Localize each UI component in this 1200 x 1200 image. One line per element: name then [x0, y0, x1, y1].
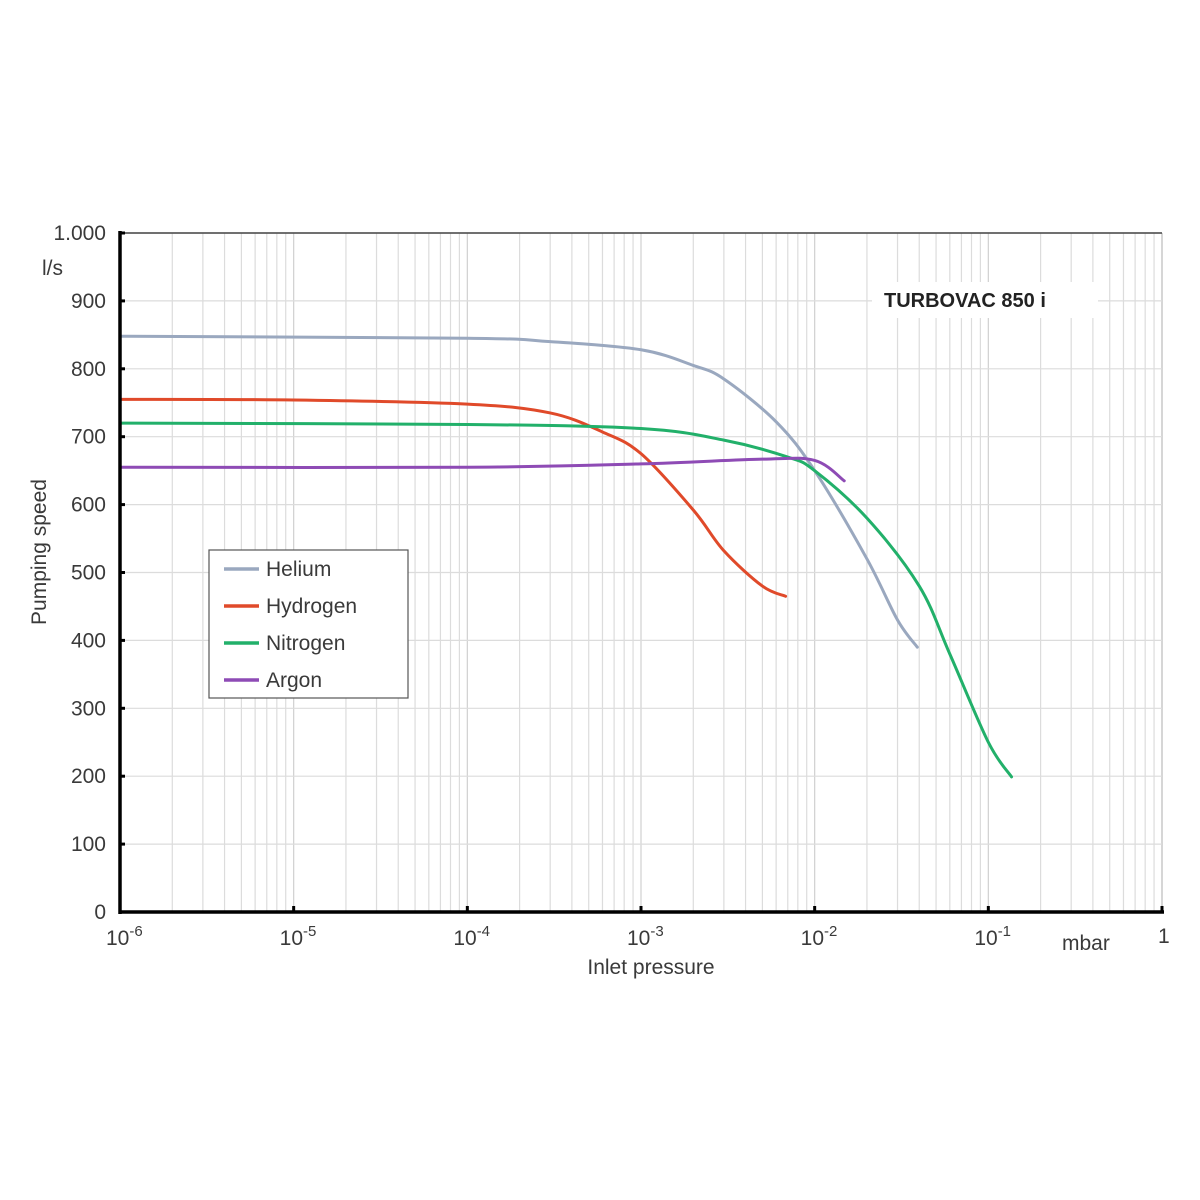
- y-tick-label: 1.000: [53, 222, 106, 245]
- legend: Helium Hydrogen Nitrogen Argon: [208, 549, 409, 699]
- y-tick-label: 900: [71, 290, 106, 313]
- x-tick-label: 10-3: [627, 923, 664, 950]
- y-tick-label: 500: [71, 562, 106, 585]
- series-line-helium: [118, 334, 919, 649]
- y-tick-labels: 0 100 200 300 400 500 600 700 800 900 1.000: [53, 222, 106, 924]
- y-tick-label: 200: [71, 765, 106, 788]
- series-lines: [118, 334, 1014, 779]
- x-tick-exponent: -5: [303, 923, 316, 940]
- y-axis-label: Pumping speed: [28, 479, 51, 625]
- x-tick-label: 10-1: [974, 923, 1011, 950]
- x-tick-exponent: -3: [650, 923, 663, 940]
- series-line-argon: [118, 456, 846, 483]
- title-box: [872, 282, 1098, 318]
- x-tick-label: 1: [1158, 925, 1170, 948]
- series-line-nitrogen: [118, 421, 1014, 779]
- legend-label-nitrogen: Nitrogen: [266, 632, 345, 655]
- axes: [118, 231, 1164, 914]
- y-unit-label: l/s: [42, 257, 63, 280]
- y-tick-label: 600: [71, 494, 106, 517]
- y-tick-label: 100: [71, 833, 106, 856]
- legend-label-helium: Helium: [266, 558, 331, 581]
- y-tick-label: 400: [71, 629, 106, 652]
- x-tick-exponent: -2: [824, 923, 837, 940]
- x-tick-label: 10-6: [106, 923, 143, 950]
- x-tick-label: 10-5: [280, 923, 317, 950]
- y-tick-label: 0: [94, 901, 106, 924]
- legend-label-argon: Argon: [266, 669, 322, 692]
- x-tick-exponent: -4: [477, 923, 490, 940]
- y-tick-label: 700: [71, 426, 106, 449]
- x-tick-label: 10-2: [801, 923, 838, 950]
- y-tick-label: 800: [71, 358, 106, 381]
- x-axis-label: Inlet pressure: [587, 956, 714, 979]
- x-tick-exponent: -6: [129, 923, 142, 940]
- legend-box: [208, 549, 409, 699]
- y-tick-label: 300: [71, 697, 106, 720]
- x-tick-label: 10-4: [453, 923, 490, 950]
- legend-label-hydrogen: Hydrogen: [266, 595, 357, 618]
- x-tick-labels: 10-6 10-5 10-4 10-3 10-2 10-1 1: [106, 923, 1170, 950]
- series-line-hydrogen: [118, 397, 788, 598]
- chart-title: TURBOVAC 850 i: [884, 290, 1046, 312]
- x-unit-label: mbar: [1062, 932, 1110, 955]
- x-tick-exponent: -1: [998, 923, 1011, 940]
